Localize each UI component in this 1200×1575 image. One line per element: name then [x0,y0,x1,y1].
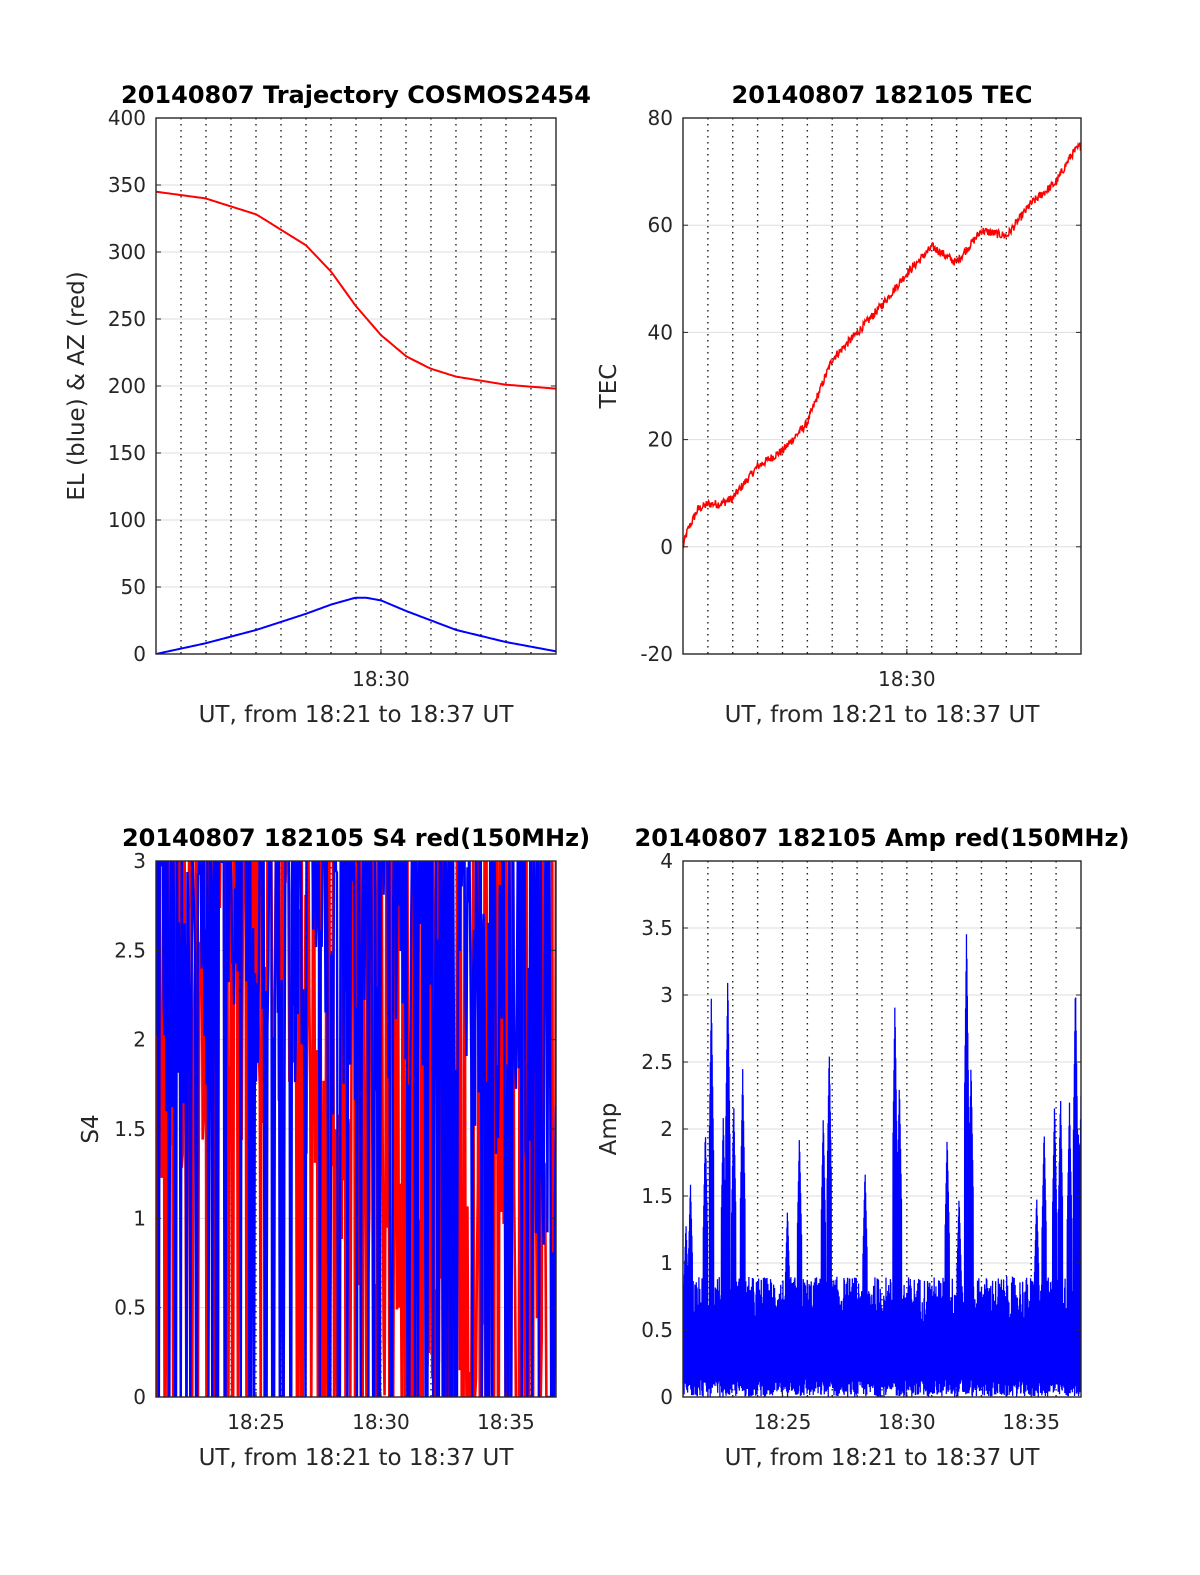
y-tick-label: 250 [108,307,146,331]
y-tick-label: 1.5 [114,1117,146,1141]
data-layer [683,934,1081,1397]
x-tick-label: 18:30 [878,667,936,691]
series-line [156,596,556,654]
x-tick-label: 18:30 [352,667,410,691]
y-tick-label: 2 [660,1117,673,1141]
y-tick-label: 2.5 [641,1050,673,1074]
y-tick-label: 150 [108,441,146,465]
data-layer [156,861,556,1397]
x-tick-label: 18:35 [477,1410,535,1434]
panel-title: 20140807 182105 Amp red(150MHz) [635,824,1130,852]
y-axis-label: S4 [78,1114,104,1143]
y-tick-label: 1 [133,1206,146,1230]
y-axis-label: Amp [596,1103,622,1156]
y-tick-label: 0 [660,1385,673,1409]
panel-tec: 20140807 182105 TEC UT, from 18:21 to 18… [596,81,1040,728]
y-tick-label: 0.5 [641,1318,673,1342]
y-tick-label: 3 [133,849,146,873]
plot-area-1: 0 50 100 150 200 250 300 350 400 18:30 [108,106,557,691]
plot-area-2: -20 0 20 40 60 80 18:30 [640,106,1082,691]
x-axis-label: UT, from 18:21 to 18:37 UT [725,702,1041,728]
data-layer [683,142,1081,549]
y-tick-label: 3 [660,983,673,1007]
y-tick-label: -20 [640,642,673,666]
y-tick-label: 50 [121,575,146,599]
x-tick-label: 18:30 [352,1410,410,1434]
y-tick-label: 350 [108,173,146,197]
plot-area-4: 0 0.5 1 1.5 2 2.5 3 3.5 4 18:25 18:30 18:35 [641,849,1082,1434]
y-tick-label: 100 [108,508,146,532]
x-tick-label: 18:25 [754,1410,812,1434]
x-axis-label: UT, from 18:21 to 18:37 UT [199,702,515,728]
series-line [683,934,1081,1397]
y-tick-label: 0 [133,642,146,666]
panel-trajectory: 20140807 Trajectory COSMOS2454 UT, from … [64,81,591,728]
panel-title: 20140807 182105 S4 red(150MHz) [122,824,590,852]
panel-title: 20140807 Trajectory COSMOS2454 [121,81,591,109]
series-line [683,142,1081,549]
data-layer [156,190,556,654]
panel-s4: 20140807 182105 S4 red(150MHz) UT, from … [78,824,590,1471]
y-tick-label: 400 [108,106,146,130]
y-tick-label: 200 [108,374,146,398]
series-line [156,861,556,1397]
plot-area-3: 0 0.5 1 1.5 2 2.5 3 18:25 18:30 18:35 [114,849,557,1434]
y-tick-label: 80 [648,106,673,130]
x-axis-label: UT, from 18:21 to 18:37 UT [725,1445,1041,1471]
y-tick-label: 0 [660,535,673,559]
y-tick-label: 0.5 [114,1296,146,1320]
y-tick-label: 300 [108,240,146,264]
panel-amp: 20140807 182105 Amp red(150MHz) UT, from… [596,824,1129,1471]
y-tick-label: 1.5 [641,1184,673,1208]
y-axis-label: EL (blue) & AZ (red) [64,271,90,500]
panel-title: 20140807 182105 TEC [732,81,1033,109]
y-tick-label: 40 [648,320,673,344]
y-tick-label: 1 [660,1251,673,1275]
y-tick-label: 0 [133,1385,146,1409]
x-tick-label: 18:25 [227,1410,285,1434]
y-tick-label: 4 [660,849,673,873]
axes-box [682,117,1082,655]
x-tick-label: 18:30 [878,1410,936,1434]
y-tick-label: 3.5 [641,916,673,940]
y-tick-label: 20 [648,428,673,452]
y-tick-label: 60 [648,213,673,237]
x-tick-label: 18:35 [1002,1410,1060,1434]
y-tick-label: 2.5 [114,938,146,962]
x-axis-label: UT, from 18:21 to 18:37 UT [199,1445,515,1471]
series-line [156,190,556,390]
y-axis-label: TEC [596,364,622,410]
y-tick-label: 2 [133,1028,146,1052]
